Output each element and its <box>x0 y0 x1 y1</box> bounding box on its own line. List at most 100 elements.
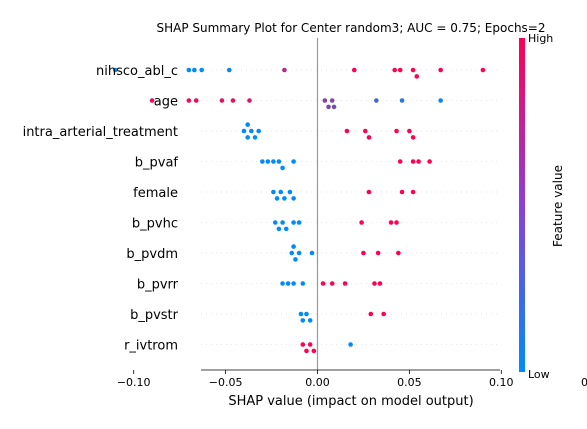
data-point <box>230 98 236 103</box>
data-point <box>293 257 298 262</box>
data-point <box>304 311 309 317</box>
data-point <box>394 128 399 134</box>
data-point <box>272 220 278 225</box>
x-tick-label: −0.05 <box>209 376 243 389</box>
colorbar-title: Feature value <box>551 165 565 247</box>
colorbar-gradient <box>519 38 525 372</box>
data-point <box>396 250 401 256</box>
x-axis: −0.10 −0.05 0.00 0.05 0.10 0.15 <box>117 369 587 389</box>
data-point <box>410 135 416 140</box>
data-point <box>388 220 394 225</box>
data-point <box>282 67 287 73</box>
data-point <box>260 159 265 164</box>
data-point <box>278 189 284 195</box>
data-point <box>307 342 313 347</box>
colorbar-high-label: High <box>528 32 553 45</box>
data-point <box>247 98 252 103</box>
data-point <box>219 98 225 103</box>
data-point <box>309 250 315 256</box>
feature-label: nihsco_abl_c <box>96 64 178 79</box>
colorbar-low-label: Low <box>528 368 550 381</box>
data-point <box>399 189 405 195</box>
data-point <box>326 104 331 110</box>
data-point <box>348 342 353 347</box>
data-point <box>113 67 118 73</box>
data-point <box>291 159 296 164</box>
data-point <box>300 281 306 286</box>
colorbar: High Low Feature value <box>519 32 565 381</box>
data-point <box>245 135 250 140</box>
data-point <box>276 159 282 164</box>
data-point <box>289 250 295 256</box>
feature-label: b_pvhc <box>132 217 178 232</box>
data-point <box>291 244 296 249</box>
data-point <box>149 98 155 103</box>
feature-label: b_pvdm <box>126 247 178 262</box>
data-point <box>186 98 192 103</box>
data-point <box>192 67 197 73</box>
data-point <box>414 74 420 79</box>
data-point <box>280 220 285 225</box>
data-point <box>375 250 381 256</box>
data-point <box>394 220 399 225</box>
data-point <box>438 98 443 103</box>
x-tick-label: 0.10 <box>489 376 514 389</box>
data-point <box>311 348 317 354</box>
data-point <box>410 67 416 73</box>
data-point <box>361 250 366 256</box>
x-tick-label: −0.10 <box>117 376 151 389</box>
data-point <box>291 220 296 225</box>
data-point <box>282 196 287 201</box>
data-point <box>276 226 282 232</box>
data-point <box>320 281 326 286</box>
data-point <box>322 98 328 103</box>
data-point <box>399 98 405 103</box>
row-guidelines <box>201 69 500 345</box>
data-point <box>366 135 372 140</box>
data-point <box>249 128 254 134</box>
data-point <box>427 159 432 164</box>
data-point <box>362 128 368 134</box>
x-axis-label: SHAP value (impact on model output) <box>228 394 473 409</box>
data-point <box>298 311 304 317</box>
data-point <box>480 67 486 73</box>
data-point <box>416 159 421 164</box>
data-point <box>256 128 261 134</box>
data-point <box>186 67 192 73</box>
data-point <box>372 281 377 286</box>
chart-title: SHAP Summary Plot for Center random3; AU… <box>156 21 545 35</box>
data-point <box>351 67 357 73</box>
data-point <box>359 220 364 225</box>
data-point <box>280 165 285 171</box>
feature-label: intra_arterial_treatment <box>23 125 178 140</box>
data-point <box>245 122 250 127</box>
data-point <box>304 348 309 354</box>
data-point <box>374 98 379 103</box>
data-point <box>296 250 302 256</box>
data-point <box>283 226 289 232</box>
data-point <box>342 281 348 286</box>
data-point <box>265 159 271 164</box>
data-point <box>252 135 258 140</box>
feature-label: female <box>133 186 178 201</box>
data-point <box>280 281 285 286</box>
data-point <box>291 196 296 201</box>
feature-label: age <box>154 95 178 110</box>
data-point <box>407 128 412 134</box>
data-point <box>300 342 306 347</box>
data-point <box>329 281 335 286</box>
data-point <box>271 189 276 195</box>
data-point <box>199 67 205 73</box>
data-point <box>296 220 302 225</box>
data-point <box>193 98 199 103</box>
data-point <box>368 311 374 317</box>
feature-label: b_pvrr <box>137 278 179 293</box>
data-point <box>344 128 350 134</box>
data-point <box>377 281 383 286</box>
data-point <box>287 189 293 195</box>
data-point <box>392 67 397 73</box>
data-point <box>285 281 291 286</box>
data-point <box>307 318 313 323</box>
